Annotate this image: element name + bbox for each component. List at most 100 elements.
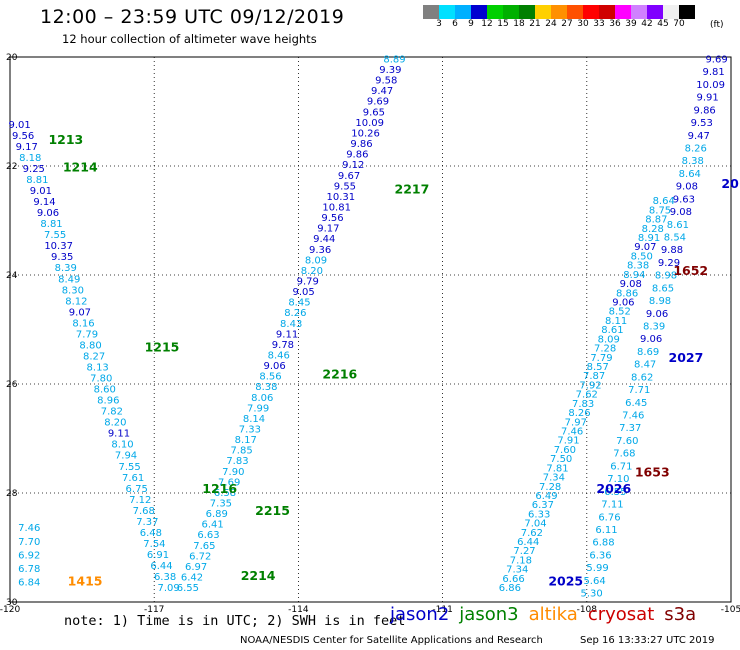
wave-height-value: 6.72 <box>189 551 211 562</box>
scale-swatch <box>567 5 583 19</box>
scale-swatch <box>519 5 535 19</box>
scale-swatch <box>679 5 695 19</box>
scale-label: 6 <box>452 19 458 29</box>
x-tick-label: -120 <box>0 605 20 615</box>
wave-height-value: 9.86 <box>694 105 716 116</box>
map-footer: note: 1) Time is in UTC; 2) SWH is in fe… <box>0 604 740 650</box>
scale-label: 36 <box>609 19 621 29</box>
scale-label: 18 <box>513 19 525 29</box>
wave-height-value: 6.92 <box>18 550 40 561</box>
pass-id-label: 2025 <box>548 574 583 589</box>
wave-height-value: 8.54 <box>664 232 686 243</box>
wave-height-value: 9.01 <box>30 186 52 197</box>
wave-height-value: 9.11 <box>108 429 130 440</box>
wave-height-value: 8.12 <box>65 296 87 307</box>
wave-height-value: 8.65 <box>652 283 674 294</box>
wave-height-value: 7.50 <box>550 454 572 465</box>
wave-height-value: 9.12 <box>342 160 364 171</box>
wave-height-value: 7.62 <box>576 390 598 401</box>
scale-label: 12 <box>481 19 493 29</box>
scale-label: 3 <box>436 19 442 29</box>
wave-height-value: 6.63 <box>197 530 219 541</box>
wave-height-value: 10.81 <box>322 202 351 213</box>
wave-height-value: 8.98 <box>649 296 671 307</box>
wave-height-value: 8.39 <box>643 322 665 333</box>
y-tick-label: 30 <box>6 598 18 608</box>
wave-height-value: 8.17 <box>235 435 257 446</box>
wave-height-value: 8.20 <box>301 266 323 277</box>
pass-id-label: 1215 <box>145 339 180 354</box>
pass-id-label: 1652 <box>673 263 708 278</box>
scale-swatch <box>647 5 663 19</box>
wave-height-value: 9.53 <box>691 118 713 129</box>
wave-height-value: 9.63 <box>673 194 695 205</box>
wave-height-value: 9.07 <box>634 242 656 253</box>
wave-height-value: 6.36 <box>589 550 611 561</box>
wave-height-value: 9.56 <box>12 131 34 142</box>
wave-height-value: 8.91 <box>638 233 660 244</box>
wave-height-value: 10.37 <box>44 241 73 252</box>
wave-height-value: 7.62 <box>521 528 543 539</box>
scale-label: 30 <box>577 19 589 29</box>
wave-height-value: 7.55 <box>118 462 140 473</box>
wave-height-value: 6.76 <box>598 512 620 523</box>
wave-height-value: 7.55 <box>44 230 66 241</box>
wave-height-value: 8.81 <box>26 175 48 186</box>
wave-height-value: 6.78 <box>18 564 40 575</box>
satellite-legend-item: s3a <box>664 604 697 625</box>
pass-id-label: 1415 <box>68 574 103 589</box>
wave-height-value: 6.86 <box>499 583 521 594</box>
scale-unit-label: (ft) <box>710 20 724 30</box>
scale-swatch <box>503 5 519 19</box>
wave-height-value: 5.64 <box>583 576 605 587</box>
wave-height-value: 8.80 <box>79 340 101 351</box>
wave-height-value: 7.92 <box>579 380 601 391</box>
wave-height-value: 7.27 <box>513 546 535 557</box>
wave-height-value: 9.05 <box>292 287 314 298</box>
wave-height-value: 7.54 <box>143 539 165 550</box>
wave-height-value: 9.91 <box>697 93 719 104</box>
wave-height-value: 9.14 <box>33 197 55 208</box>
scale-label: 24 <box>545 19 557 29</box>
wave-height-value: 6.11 <box>595 525 617 536</box>
wave-height-value: 9.01 <box>8 120 30 131</box>
wave-height-value: 9.35 <box>51 252 73 263</box>
wave-height-value: 6.88 <box>592 538 614 549</box>
scale-label: 70 <box>673 19 685 29</box>
wave-height-value: 6.49 <box>535 491 557 502</box>
wave-height-value: 7.46 <box>18 523 40 534</box>
wave-height-value: 6.38 <box>154 572 176 583</box>
scale-label: 9 <box>468 19 474 29</box>
wave-height-value: 8.56 <box>259 372 281 383</box>
wave-height-value: 6.75 <box>126 484 148 495</box>
wave-height-value: 8.98 <box>655 271 677 282</box>
scale-swatch <box>599 5 615 19</box>
scale-label: 42 <box>641 19 653 29</box>
wave-height-value: 10.09 <box>696 80 725 91</box>
wave-height-value: 7.28 <box>594 344 616 355</box>
wave-height-value: 7.33 <box>239 425 261 436</box>
generated-timestamp: Sep 16 13:33:27 UTC 2019 <box>580 635 715 646</box>
wave-height-value: 9.06 <box>264 361 286 372</box>
wave-height-value: 7.82 <box>101 407 123 418</box>
scale-label: 27 <box>561 19 573 29</box>
pass-id-label: 2217 <box>395 181 430 196</box>
wave-height-value: 7.34 <box>543 473 565 484</box>
wave-height-value: 6.41 <box>202 520 224 531</box>
wave-height-value: 9.11 <box>276 329 298 340</box>
wave-height-value: 7.37 <box>136 517 158 528</box>
pass-id-label: 2216 <box>322 367 357 382</box>
wave-height-value: 8.10 <box>111 440 133 451</box>
wave-height-value: 7.79 <box>590 353 612 364</box>
wave-height-value: 9.44 <box>313 234 335 245</box>
wave-height-value: 7.34 <box>506 565 528 576</box>
wave-height-value: 9.58 <box>375 76 397 87</box>
wave-height-value: 8.64 <box>653 196 675 207</box>
wave-height-value: 8.43 <box>280 319 302 330</box>
pass-id-label: 1653 <box>635 465 670 480</box>
wave-height-value: 8.38 <box>682 156 704 167</box>
pass-id-label: 2214 <box>241 568 276 583</box>
wave-height-value: 7.12 <box>129 495 151 506</box>
units-note: note: 1) Time is in UTC; 2) SWH is in fe… <box>64 613 406 629</box>
